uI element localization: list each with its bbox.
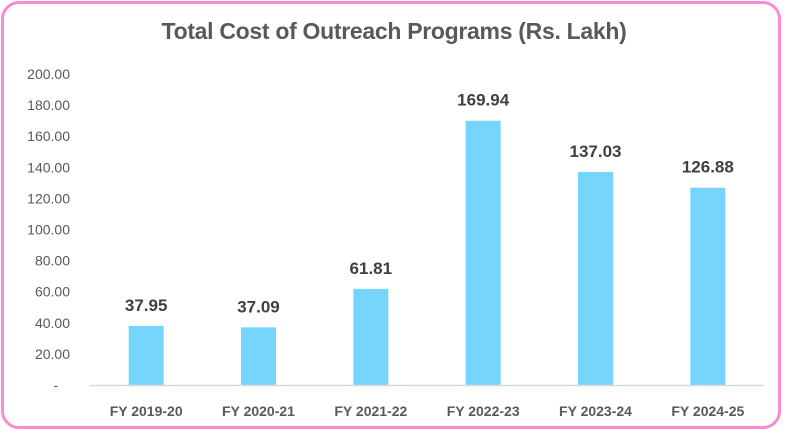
y-tick-label: 200.00 — [27, 66, 70, 82]
y-tick-label: 20.00 — [35, 346, 70, 362]
data-label: 37.95 — [125, 296, 168, 315]
bar — [241, 327, 276, 385]
y-axis: - 20.00 40.00 60.00 80.00 100.00 120.00 140.00 1… — [27, 66, 70, 393]
data-label: 169.94 — [457, 91, 510, 110]
y-tick-label: 100.00 — [27, 222, 70, 238]
bar — [465, 120, 501, 386]
x-tick-label: FY 2021-22 — [334, 403, 407, 419]
data-label: 126.88 — [682, 158, 734, 177]
bars — [128, 120, 726, 386]
bar — [690, 187, 726, 385]
data-label: 137.03 — [570, 142, 622, 161]
data-label: 61.81 — [350, 259, 393, 278]
chart-title: Total Cost of Outreach Programs (Rs. Lak… — [161, 18, 627, 44]
x-tick-label: FY 2024-25 — [671, 403, 744, 419]
y-tick-label: 160.00 — [27, 128, 70, 144]
x-tick-label: FY 2020-21 — [222, 403, 295, 419]
bar — [578, 171, 613, 385]
x-tick-label: FY 2022-23 — [447, 403, 520, 419]
y-tick-label: 180.00 — [27, 97, 70, 113]
bar — [353, 288, 389, 385]
y-tick-label: 40.00 — [35, 315, 70, 331]
data-labels: 37.95 37.09 61.81 169.94 137.03 126.88 — [125, 91, 734, 317]
bar — [128, 325, 164, 385]
y-tick-label: 80.00 — [35, 253, 70, 269]
y-tick-label: 60.00 — [35, 284, 70, 300]
data-label: 37.09 — [237, 297, 280, 316]
x-tick-label: FY 2023-24 — [559, 403, 632, 419]
x-tick-label: FY 2019-20 — [110, 403, 183, 419]
y-tick-label: 140.00 — [27, 159, 70, 175]
y-tick-label: - — [53, 377, 58, 393]
x-axis-labels: FY 2019-20 FY 2020-21 FY 2021-22 FY 2022-23… — [110, 403, 745, 419]
y-tick-label: 120.00 — [27, 190, 70, 206]
